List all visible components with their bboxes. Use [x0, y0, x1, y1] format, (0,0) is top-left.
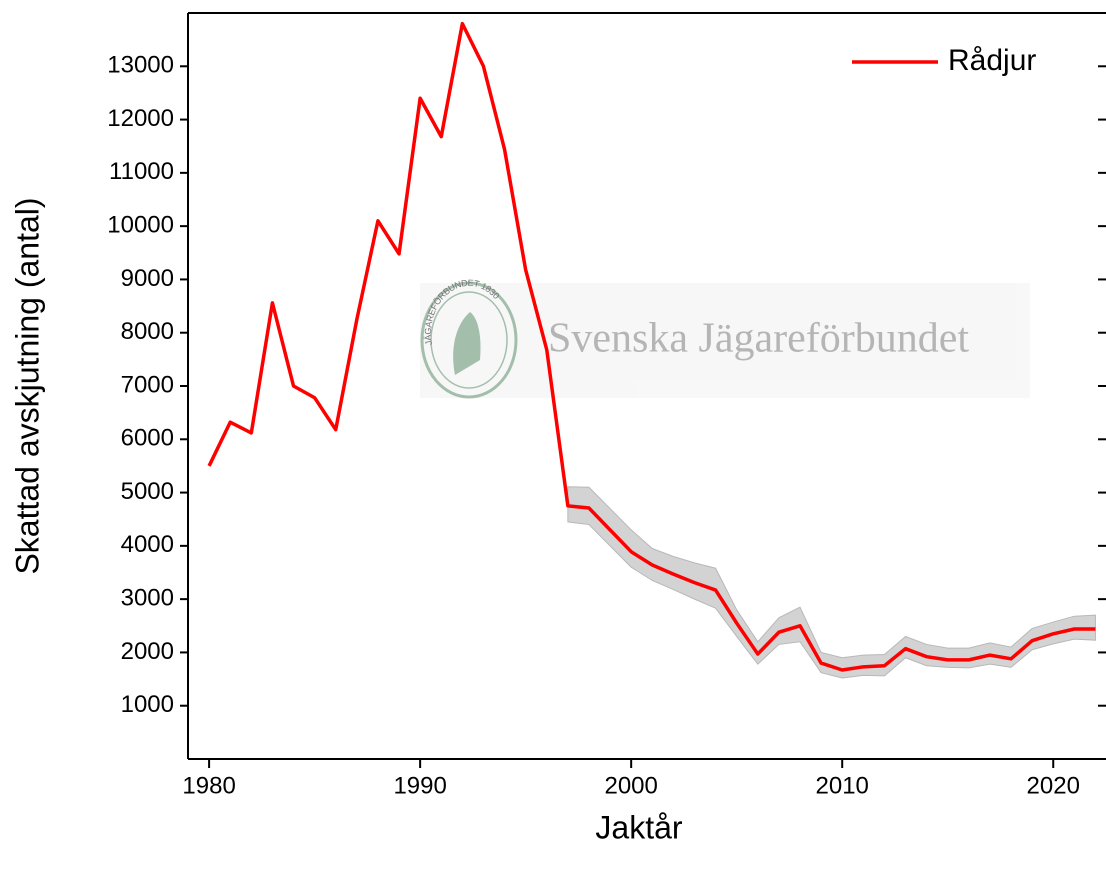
- y-tick-label: 1000: [121, 691, 174, 718]
- legend-label: Rådjur: [948, 44, 1036, 77]
- y-tick-label: 11000: [109, 158, 174, 185]
- y-tick-label: 7000: [121, 371, 174, 398]
- y-tick-label: 3000: [121, 584, 174, 611]
- y-tick-label: 9000: [121, 265, 174, 292]
- x-tick-label: 1990: [393, 772, 446, 799]
- logo-bird: [453, 312, 481, 375]
- y-tick-label: 12000: [107, 105, 174, 132]
- y-axis-label: Skattad avskjutning (antal): [9, 197, 45, 574]
- logo-ring: [420, 281, 518, 399]
- watermark-group: JÄGAREFÖRBUNDET 1830 Svenska Jägareförbu…: [420, 278, 1030, 399]
- x-tick-label: 2000: [604, 772, 657, 799]
- y-tick-label: 5000: [121, 478, 174, 505]
- y-tick-label: 6000: [121, 425, 174, 452]
- y-tick-label: 2000: [121, 638, 174, 665]
- watermark-text: Svenska Jägareförbundet: [548, 316, 969, 362]
- watermark-bg: [420, 283, 1030, 398]
- logo-inner: [430, 291, 508, 389]
- confidence-band: [567, 486, 1096, 679]
- data-line: [207, 21, 1096, 672]
- y-tick-label: 13000: [107, 52, 174, 79]
- x-tick-label: 2010: [816, 772, 869, 799]
- x-tick-label: 1980: [182, 772, 235, 799]
- y-tick-label: 4000: [121, 531, 174, 558]
- y-tick-label: 8000: [121, 318, 174, 345]
- y-tick-label: 10000: [107, 211, 174, 238]
- x-axis-label: Jaktår: [595, 809, 682, 845]
- x-tick-label: 2020: [1027, 772, 1080, 799]
